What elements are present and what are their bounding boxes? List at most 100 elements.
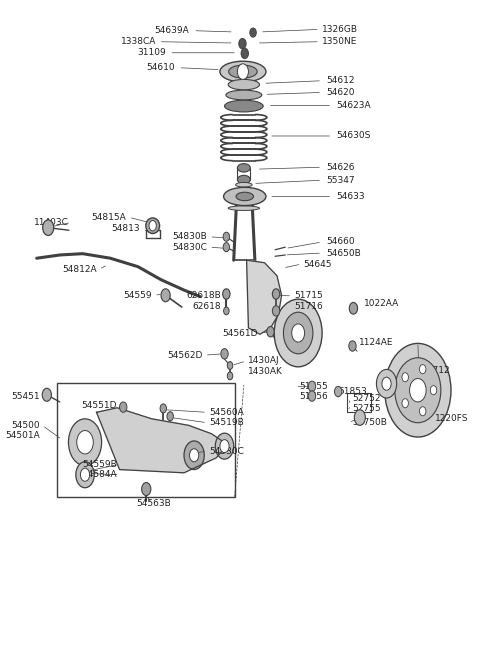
Circle shape bbox=[267, 326, 274, 337]
Circle shape bbox=[283, 312, 313, 354]
Circle shape bbox=[292, 324, 305, 342]
Circle shape bbox=[402, 399, 408, 407]
Circle shape bbox=[190, 449, 199, 462]
Ellipse shape bbox=[228, 65, 257, 78]
Circle shape bbox=[216, 433, 234, 459]
Text: 51715: 51715 bbox=[294, 291, 323, 300]
Polygon shape bbox=[96, 407, 228, 473]
Text: 55347: 55347 bbox=[327, 176, 355, 185]
Circle shape bbox=[161, 289, 170, 302]
Text: 62618: 62618 bbox=[192, 302, 221, 311]
FancyBboxPatch shape bbox=[348, 393, 372, 412]
Circle shape bbox=[241, 48, 249, 59]
Text: 52752: 52752 bbox=[352, 394, 381, 402]
Text: 54815A: 54815A bbox=[92, 213, 126, 222]
Text: 54562D: 54562D bbox=[167, 351, 203, 360]
Text: 1124AE: 1124AE bbox=[359, 338, 394, 347]
Circle shape bbox=[43, 220, 54, 236]
Text: 54660: 54660 bbox=[327, 238, 355, 246]
Text: 54645: 54645 bbox=[304, 260, 332, 268]
Circle shape bbox=[238, 64, 249, 80]
Circle shape bbox=[220, 439, 229, 453]
Text: 1430AK: 1430AK bbox=[249, 367, 283, 376]
Text: 54813: 54813 bbox=[112, 225, 140, 234]
Text: 54830B: 54830B bbox=[172, 232, 207, 241]
Ellipse shape bbox=[236, 182, 252, 187]
Text: 54561D: 54561D bbox=[222, 328, 258, 338]
Circle shape bbox=[69, 419, 102, 466]
Text: 51712: 51712 bbox=[421, 366, 450, 375]
Text: 52755: 52755 bbox=[352, 404, 381, 413]
Text: 54650B: 54650B bbox=[327, 249, 361, 257]
Circle shape bbox=[395, 358, 441, 422]
Text: 54559B: 54559B bbox=[83, 460, 117, 469]
Circle shape bbox=[76, 462, 94, 488]
Ellipse shape bbox=[224, 187, 266, 206]
Circle shape bbox=[420, 407, 426, 416]
Text: 54563B: 54563B bbox=[137, 499, 171, 508]
Text: 1220FS: 1220FS bbox=[435, 415, 468, 423]
Text: 54623A: 54623A bbox=[336, 101, 371, 110]
Circle shape bbox=[142, 483, 151, 496]
Text: 54812A: 54812A bbox=[62, 264, 96, 274]
Circle shape bbox=[382, 377, 391, 390]
Text: 54584A: 54584A bbox=[83, 470, 117, 479]
Text: 11403C: 11403C bbox=[34, 218, 69, 227]
Circle shape bbox=[223, 289, 230, 299]
Text: 54610: 54610 bbox=[146, 63, 175, 72]
Ellipse shape bbox=[220, 61, 266, 82]
Circle shape bbox=[149, 221, 156, 231]
Circle shape bbox=[376, 370, 396, 398]
Text: 55451: 55451 bbox=[12, 392, 40, 401]
Ellipse shape bbox=[230, 200, 258, 204]
Text: 51755: 51755 bbox=[299, 382, 328, 390]
Circle shape bbox=[221, 349, 228, 359]
Circle shape bbox=[81, 468, 90, 481]
Circle shape bbox=[160, 404, 167, 413]
Circle shape bbox=[420, 364, 426, 374]
Circle shape bbox=[384, 343, 451, 437]
Text: 54633: 54633 bbox=[336, 192, 364, 201]
Text: 54551D: 54551D bbox=[82, 402, 117, 410]
Circle shape bbox=[402, 373, 408, 382]
Text: 54519B: 54519B bbox=[209, 418, 244, 427]
Circle shape bbox=[335, 387, 342, 397]
Polygon shape bbox=[247, 260, 282, 334]
Text: 54500: 54500 bbox=[12, 421, 40, 430]
Ellipse shape bbox=[238, 175, 250, 183]
Circle shape bbox=[354, 409, 365, 425]
Circle shape bbox=[274, 299, 322, 367]
Circle shape bbox=[77, 430, 93, 454]
Circle shape bbox=[184, 441, 204, 470]
Ellipse shape bbox=[228, 80, 260, 90]
Ellipse shape bbox=[226, 90, 262, 100]
Text: 54620: 54620 bbox=[327, 88, 355, 97]
Circle shape bbox=[224, 307, 229, 315]
Text: 54639A: 54639A bbox=[154, 26, 189, 35]
Ellipse shape bbox=[232, 194, 256, 199]
Text: 51716: 51716 bbox=[294, 302, 323, 311]
Circle shape bbox=[430, 386, 437, 395]
Circle shape bbox=[308, 381, 316, 392]
Circle shape bbox=[227, 372, 233, 380]
Text: 51750B: 51750B bbox=[352, 418, 387, 427]
Circle shape bbox=[349, 302, 358, 314]
Text: 54501A: 54501A bbox=[6, 431, 40, 440]
Text: 62618B: 62618B bbox=[186, 291, 221, 300]
Ellipse shape bbox=[236, 192, 253, 200]
Circle shape bbox=[250, 28, 256, 37]
Circle shape bbox=[167, 411, 173, 421]
Circle shape bbox=[272, 289, 280, 299]
Ellipse shape bbox=[228, 206, 260, 210]
Circle shape bbox=[308, 391, 316, 402]
Ellipse shape bbox=[146, 218, 160, 234]
Circle shape bbox=[120, 402, 127, 412]
Circle shape bbox=[42, 389, 51, 402]
Circle shape bbox=[223, 232, 229, 242]
FancyBboxPatch shape bbox=[58, 383, 235, 497]
Circle shape bbox=[349, 341, 356, 351]
Text: 1326GB: 1326GB bbox=[322, 25, 358, 34]
Text: 1430AJ: 1430AJ bbox=[249, 357, 280, 366]
Ellipse shape bbox=[234, 188, 254, 193]
Ellipse shape bbox=[225, 100, 263, 112]
